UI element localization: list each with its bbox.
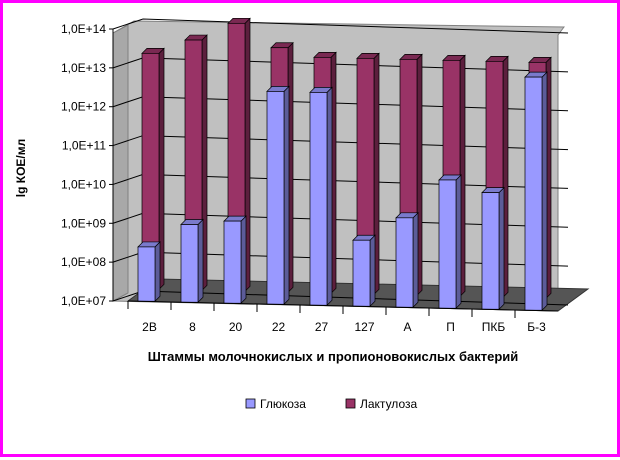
bar-glucose-6 (395, 211, 419, 309)
x-tick-label: 27 (315, 320, 329, 334)
x-axis-label: Штаммы молочнокислых и пропионовокислых … (148, 349, 519, 364)
bar-glucose-1-side (197, 218, 204, 304)
x-tick-label: ПКБ (482, 320, 506, 334)
x-tick-label: 22 (272, 320, 286, 334)
x-tick-label: 20 (229, 320, 243, 334)
x-tick-label: 127 (354, 320, 374, 334)
x-tick-label: Б-3 (527, 320, 546, 334)
y-tick-label: 1,0E+08 (61, 255, 106, 269)
bar-glucose-2-side (240, 215, 247, 305)
x-tick-label: 8 (189, 320, 196, 334)
y-tick-label: 1,0E+14 (61, 22, 106, 36)
bars (137, 17, 552, 312)
bar-glucose-3 (266, 85, 290, 306)
bar-glucose-5-front (352, 239, 371, 307)
bar-glucose-4 (309, 86, 333, 307)
x-tick-label: 2В (142, 320, 157, 334)
bar-glucose-3-side (283, 85, 290, 306)
bar-glucose-1 (180, 218, 204, 304)
bar-glucose-2-front (223, 220, 242, 304)
bar-glucose-4-front (309, 92, 328, 306)
bar-glucose-2 (223, 215, 247, 305)
bar-glucose-9-front (524, 76, 543, 311)
bar-glucose-0-front (137, 246, 156, 302)
legend-label: Лактулоза (360, 397, 417, 411)
bar-glucose-9 (524, 71, 548, 312)
bar-glucose-5-side (369, 234, 376, 308)
bar-lactulose-0 (141, 47, 165, 291)
bar-glucose-5 (352, 234, 376, 308)
bar-glucose-9-side (541, 71, 548, 312)
y-tick-label: 1,0E+11 (62, 139, 106, 153)
chart: 1,0E+07 1,0E+08 1,0E+09 1,0E+10 1,0E+11 1,0E+… (14, 17, 590, 411)
bar-glucose-8-front (481, 192, 500, 310)
legend-swatch (245, 398, 256, 409)
y-tick-label: 1,0E+09 (61, 216, 106, 230)
x-tick-labels: 2В 8 20 22 27 127 А П ПКБ Б-3 (127, 301, 546, 334)
bar-glucose-1-front (180, 224, 199, 303)
legend-swatch (345, 398, 356, 409)
x-tick-label: П (446, 320, 455, 334)
bar-glucose-7-side (455, 174, 462, 310)
y-tick-label: 1,0E+07 (61, 294, 106, 308)
bar-glucose-0 (137, 241, 161, 303)
bar-glucose-7-front (438, 179, 457, 309)
bar-glucose-0-side (154, 241, 161, 303)
bar-glucose-6-front (395, 217, 414, 308)
gridline (112, 18, 569, 34)
legend-label: Глюкоза (260, 397, 306, 411)
y-axis-label: lg КОЕ/мл (14, 139, 28, 198)
bar-glucose-4-side (326, 86, 333, 307)
bar-glucose-8-side (498, 186, 505, 311)
y-tick-label: 1,0E+12 (61, 100, 106, 114)
y-tick-label: 1,0E+10 (61, 177, 106, 191)
x-axis-line (127, 300, 559, 312)
bar-glucose-8 (481, 186, 505, 311)
bar-glucose-6-side (412, 211, 419, 309)
legend: Глюкоза Лактулоза (245, 397, 417, 411)
bar-glucose-7 (438, 174, 462, 310)
bar-glucose-3-front (266, 91, 285, 305)
y-tick-labels: 1,0E+07 1,0E+08 1,0E+09 1,0E+10 1,0E+11 1,0E+… (61, 22, 113, 308)
x-tick-label: А (403, 320, 411, 334)
y-tick-label: 1,0E+13 (61, 61, 106, 75)
